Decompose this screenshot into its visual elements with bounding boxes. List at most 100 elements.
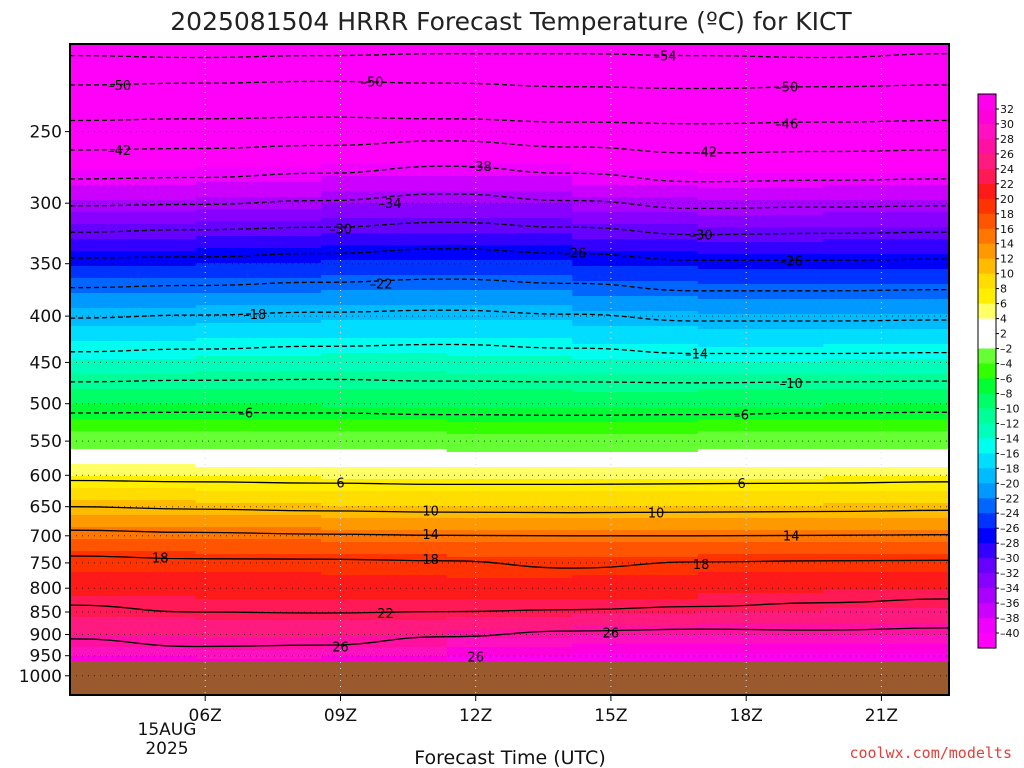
band-cell: [572, 299, 699, 303]
band-cell: [697, 371, 825, 375]
band-cell: [70, 371, 197, 375]
band-cell: [823, 617, 949, 621]
band-cell: [446, 221, 574, 225]
band-cell: [321, 530, 448, 534]
band-cell: [823, 62, 949, 66]
band-cell: [321, 455, 448, 459]
band-cell: [697, 518, 825, 522]
band-cell: [572, 179, 699, 183]
band-cell: [572, 479, 699, 483]
band-cell: [195, 425, 323, 429]
band-cell: [321, 569, 448, 573]
band-cell: [321, 575, 448, 579]
band-cell: [321, 587, 448, 591]
contour-label: 10: [648, 507, 665, 522]
band-cell: [823, 629, 949, 633]
band-cell: [446, 395, 574, 399]
band-cell: [697, 158, 825, 162]
band-cell: [446, 191, 574, 195]
contour-line: [70, 165, 949, 183]
band-cell: [697, 614, 825, 618]
band-cell: [70, 320, 197, 324]
band-cell: [572, 398, 699, 402]
band-cell: [321, 458, 448, 462]
band-cell: [823, 437, 949, 441]
band-cell: [321, 572, 448, 576]
band-cell: [697, 215, 825, 219]
band-cell: [321, 518, 448, 522]
plot-frame: [69, 43, 950, 696]
band-cell: [446, 86, 574, 90]
band-cell: [823, 626, 949, 630]
band-cell: [195, 365, 323, 369]
band-cell: [697, 608, 825, 612]
band-cell: [446, 599, 574, 603]
colorbar-label: 6: [1000, 298, 1007, 311]
band-cell: [572, 62, 699, 66]
band-cell: [446, 512, 574, 516]
band-cell: [70, 131, 197, 135]
contour-line: [70, 193, 949, 210]
band-cell: [321, 644, 448, 648]
band-cell: [70, 329, 197, 333]
band-cell: [195, 170, 323, 174]
band-cell: [321, 110, 448, 114]
band-cell: [823, 86, 949, 90]
band-cell: [823, 527, 949, 531]
band-cell: [823, 146, 949, 150]
band-cell: [572, 221, 699, 225]
band-cell: [572, 491, 699, 495]
band-cell: [195, 296, 323, 300]
band-cell: [697, 137, 825, 141]
band-cell: [572, 632, 699, 636]
band-cell: [572, 167, 699, 171]
contour-line: [70, 627, 949, 648]
band-cell: [446, 272, 574, 276]
band-cell: [572, 608, 699, 612]
band-cell: [195, 107, 323, 111]
band-cell: [446, 497, 574, 501]
contour-label: –46: [775, 118, 798, 133]
band-cell: [446, 284, 574, 288]
band-cell: [697, 425, 825, 429]
band-cell: [823, 230, 949, 234]
band-cell: [70, 47, 197, 51]
band-cell: [823, 584, 949, 588]
band-cell: [697, 356, 825, 360]
band-cell: [572, 464, 699, 468]
band-cell: [697, 353, 825, 357]
band-cell: [697, 524, 825, 528]
band-cell: [572, 281, 699, 285]
band-cell: [321, 647, 448, 651]
band-cell: [572, 494, 699, 498]
band-cell: [321, 314, 448, 318]
colorbar-label: 30: [1000, 118, 1014, 131]
band-cell: [446, 146, 574, 150]
band-cell: [572, 455, 699, 459]
band-cell: [446, 443, 574, 447]
band-cell: [572, 311, 699, 315]
band-cell: [195, 167, 323, 171]
band-cell: [321, 113, 448, 117]
band-cell: [823, 581, 949, 585]
band-cell: [195, 326, 323, 330]
band-cell: [446, 239, 574, 243]
band-cell: [697, 533, 825, 537]
band-cell: [446, 362, 574, 366]
band-cell: [697, 269, 825, 273]
band-cell: [321, 263, 448, 267]
band-cell: [195, 563, 323, 567]
band-cell: [697, 230, 825, 234]
band-cell: [446, 635, 574, 639]
band-cell: [70, 515, 197, 519]
band-cell: [70, 92, 197, 96]
band-cell: [572, 446, 699, 450]
band-cell: [697, 116, 825, 120]
band-cell: [697, 59, 825, 63]
band-cell: [823, 524, 949, 528]
band-cell: [823, 128, 949, 132]
colorbar-label: –38: [1000, 612, 1020, 625]
band-cell: [572, 527, 699, 531]
band-cell: [70, 659, 197, 663]
band-cell: [70, 245, 197, 249]
